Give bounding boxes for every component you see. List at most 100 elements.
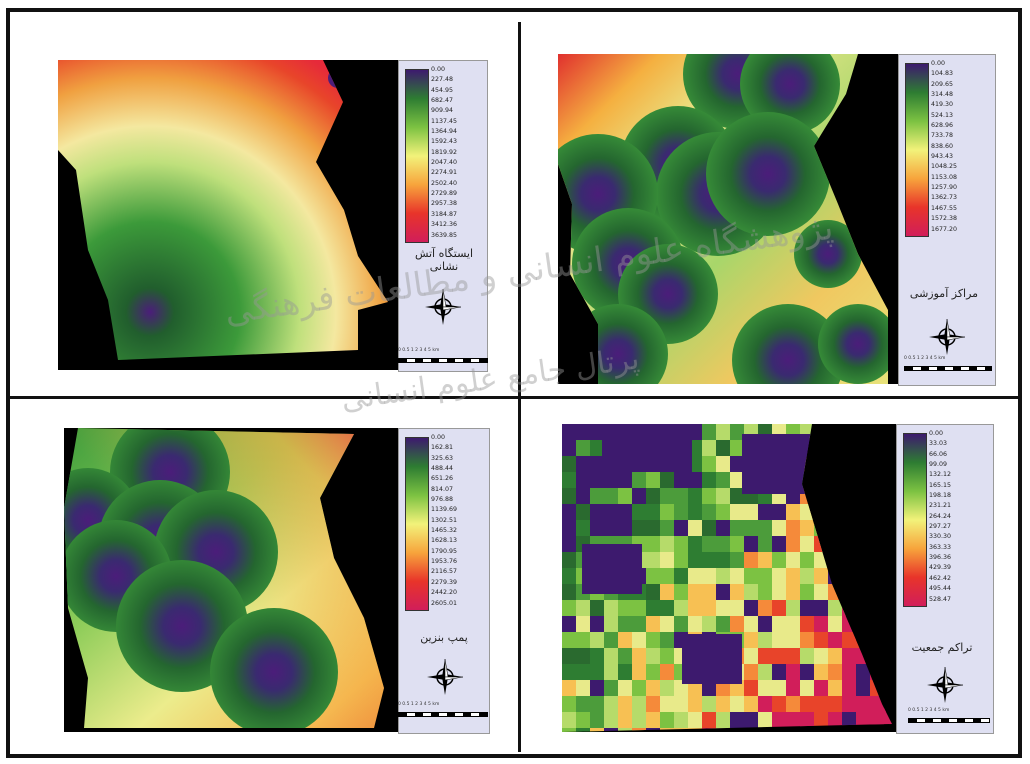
density-cell [744,616,758,632]
density-cell [716,536,730,552]
legend-label: 682.47 [431,97,454,105]
density-cell [562,696,576,712]
legend-label: 943.43 [931,153,954,161]
density-cell [786,584,800,600]
density-cell [646,712,660,728]
legend-label: 1302.51 [431,516,458,524]
density-cell [632,696,646,712]
density-cell [744,696,758,712]
legend-label: 1139.69 [431,506,458,514]
density-cell [772,648,786,664]
north-arrow-icon [925,665,965,705]
density-cell [716,696,730,712]
legend-label: 528.47 [929,595,952,603]
density-cell [814,600,828,616]
density-cell [674,488,688,504]
density-cell [646,696,660,712]
density-cell [772,696,786,712]
legend-title: مراکز آموزشی [903,287,985,300]
panel-education-centers: 0.00 104.83 209.65 314.48 419.30 524.13 628.96… [522,24,1018,390]
legend-fuel-station: 0.00 227.48 454.95 682.47 909.94 1137.45 1364.… [398,60,488,372]
density-cell [660,696,674,712]
legend-label: 2729.89 [431,190,458,198]
density-cell [576,616,590,632]
density-cell [674,616,688,632]
legend-label: 495.44 [929,585,952,593]
scale-bar: 0 0.5 1 2 3 4 5 km [398,702,488,722]
density-cell [604,664,618,680]
legend-title: ایستگاه آتش نشانی [403,247,485,273]
legend-label: 1048.25 [931,163,958,171]
density-cell [716,616,730,632]
density-cell [730,488,744,504]
legend-label: 1467.55 [931,204,958,212]
density-cell [716,712,730,728]
density-cell [604,504,618,520]
density-cell [590,600,604,616]
legend-label: 2957.38 [431,200,458,208]
density-cell [562,632,576,648]
scale-bar-ticks: 0 0.5 1 2 3 4 5 km [398,348,440,353]
legend-title-line: مراکز آموزشی [909,287,979,300]
density-cell [576,456,590,472]
legend-label: 33.03 [929,440,948,448]
legend-label: 419.30 [931,101,954,109]
density-cell [618,664,632,680]
panel-gas-station: 0.00 162.81 325.63 488.44 651.26 814.07 976.88… [18,404,514,750]
legend-label: 1137.45 [431,117,458,125]
legend-label: 2605.01 [431,599,458,607]
density-cell [758,664,772,680]
density-cell [800,616,814,632]
density-cell [660,552,674,568]
density-cell [758,504,772,520]
density-cell [674,504,688,520]
density-cell [772,504,786,520]
legend-label: 628.96 [931,122,954,130]
legend-label: 1362.73 [931,194,958,202]
density-cell [744,552,758,568]
north-arrow-icon [927,317,967,357]
density-cell [688,600,702,616]
legend-label: 454.95 [431,86,454,94]
density-cell [576,440,590,456]
density-cell [828,680,842,696]
legend-label: 651.26 [431,475,454,483]
legend-title-line: نشانی [429,260,459,273]
density-cell [702,552,716,568]
legend-population-density: 0.00 33.03 66.06 99.09 132.12 165.15 198.18 231… [896,424,994,734]
density-cell [576,520,590,536]
density-cell [744,504,758,520]
legend-title-line: ایستگاه آتش [414,247,474,260]
legend-label: 198.18 [929,492,952,500]
density-cell [646,472,660,488]
density-cell [688,616,702,632]
density-cell [786,664,800,680]
density-cell [618,632,632,648]
density-cell [688,712,702,728]
legend-label: 2116.57 [431,568,458,576]
legend-label: 488.44 [431,465,454,473]
density-cell [800,584,814,600]
density-cell-low [582,544,642,594]
legend-label: 396.36 [929,554,952,562]
density-cell [562,600,576,616]
map-education-centers [558,54,898,384]
density-cell [716,472,730,488]
density-cell [716,568,730,584]
legend-label: 165.15 [929,481,952,489]
density-cell [702,696,716,712]
legend-label: 1257.90 [931,184,958,192]
density-cell [618,712,632,728]
legend-labels: 0.00 162.81 325.63 488.44 651.26 814.07 976.88… [431,433,471,609]
density-cell [856,696,870,712]
density-cell [646,664,660,680]
density-cell [800,600,814,616]
density-cell [786,536,800,552]
density-cell [786,520,800,536]
density-cell [828,664,842,680]
legend-label: 1572.38 [931,215,958,223]
legend-gas-station: 0.00 162.81 325.63 488.44 651.26 814.07 976.88… [398,428,490,734]
density-cell [716,552,730,568]
density-cell [632,600,646,616]
density-cell [604,616,618,632]
